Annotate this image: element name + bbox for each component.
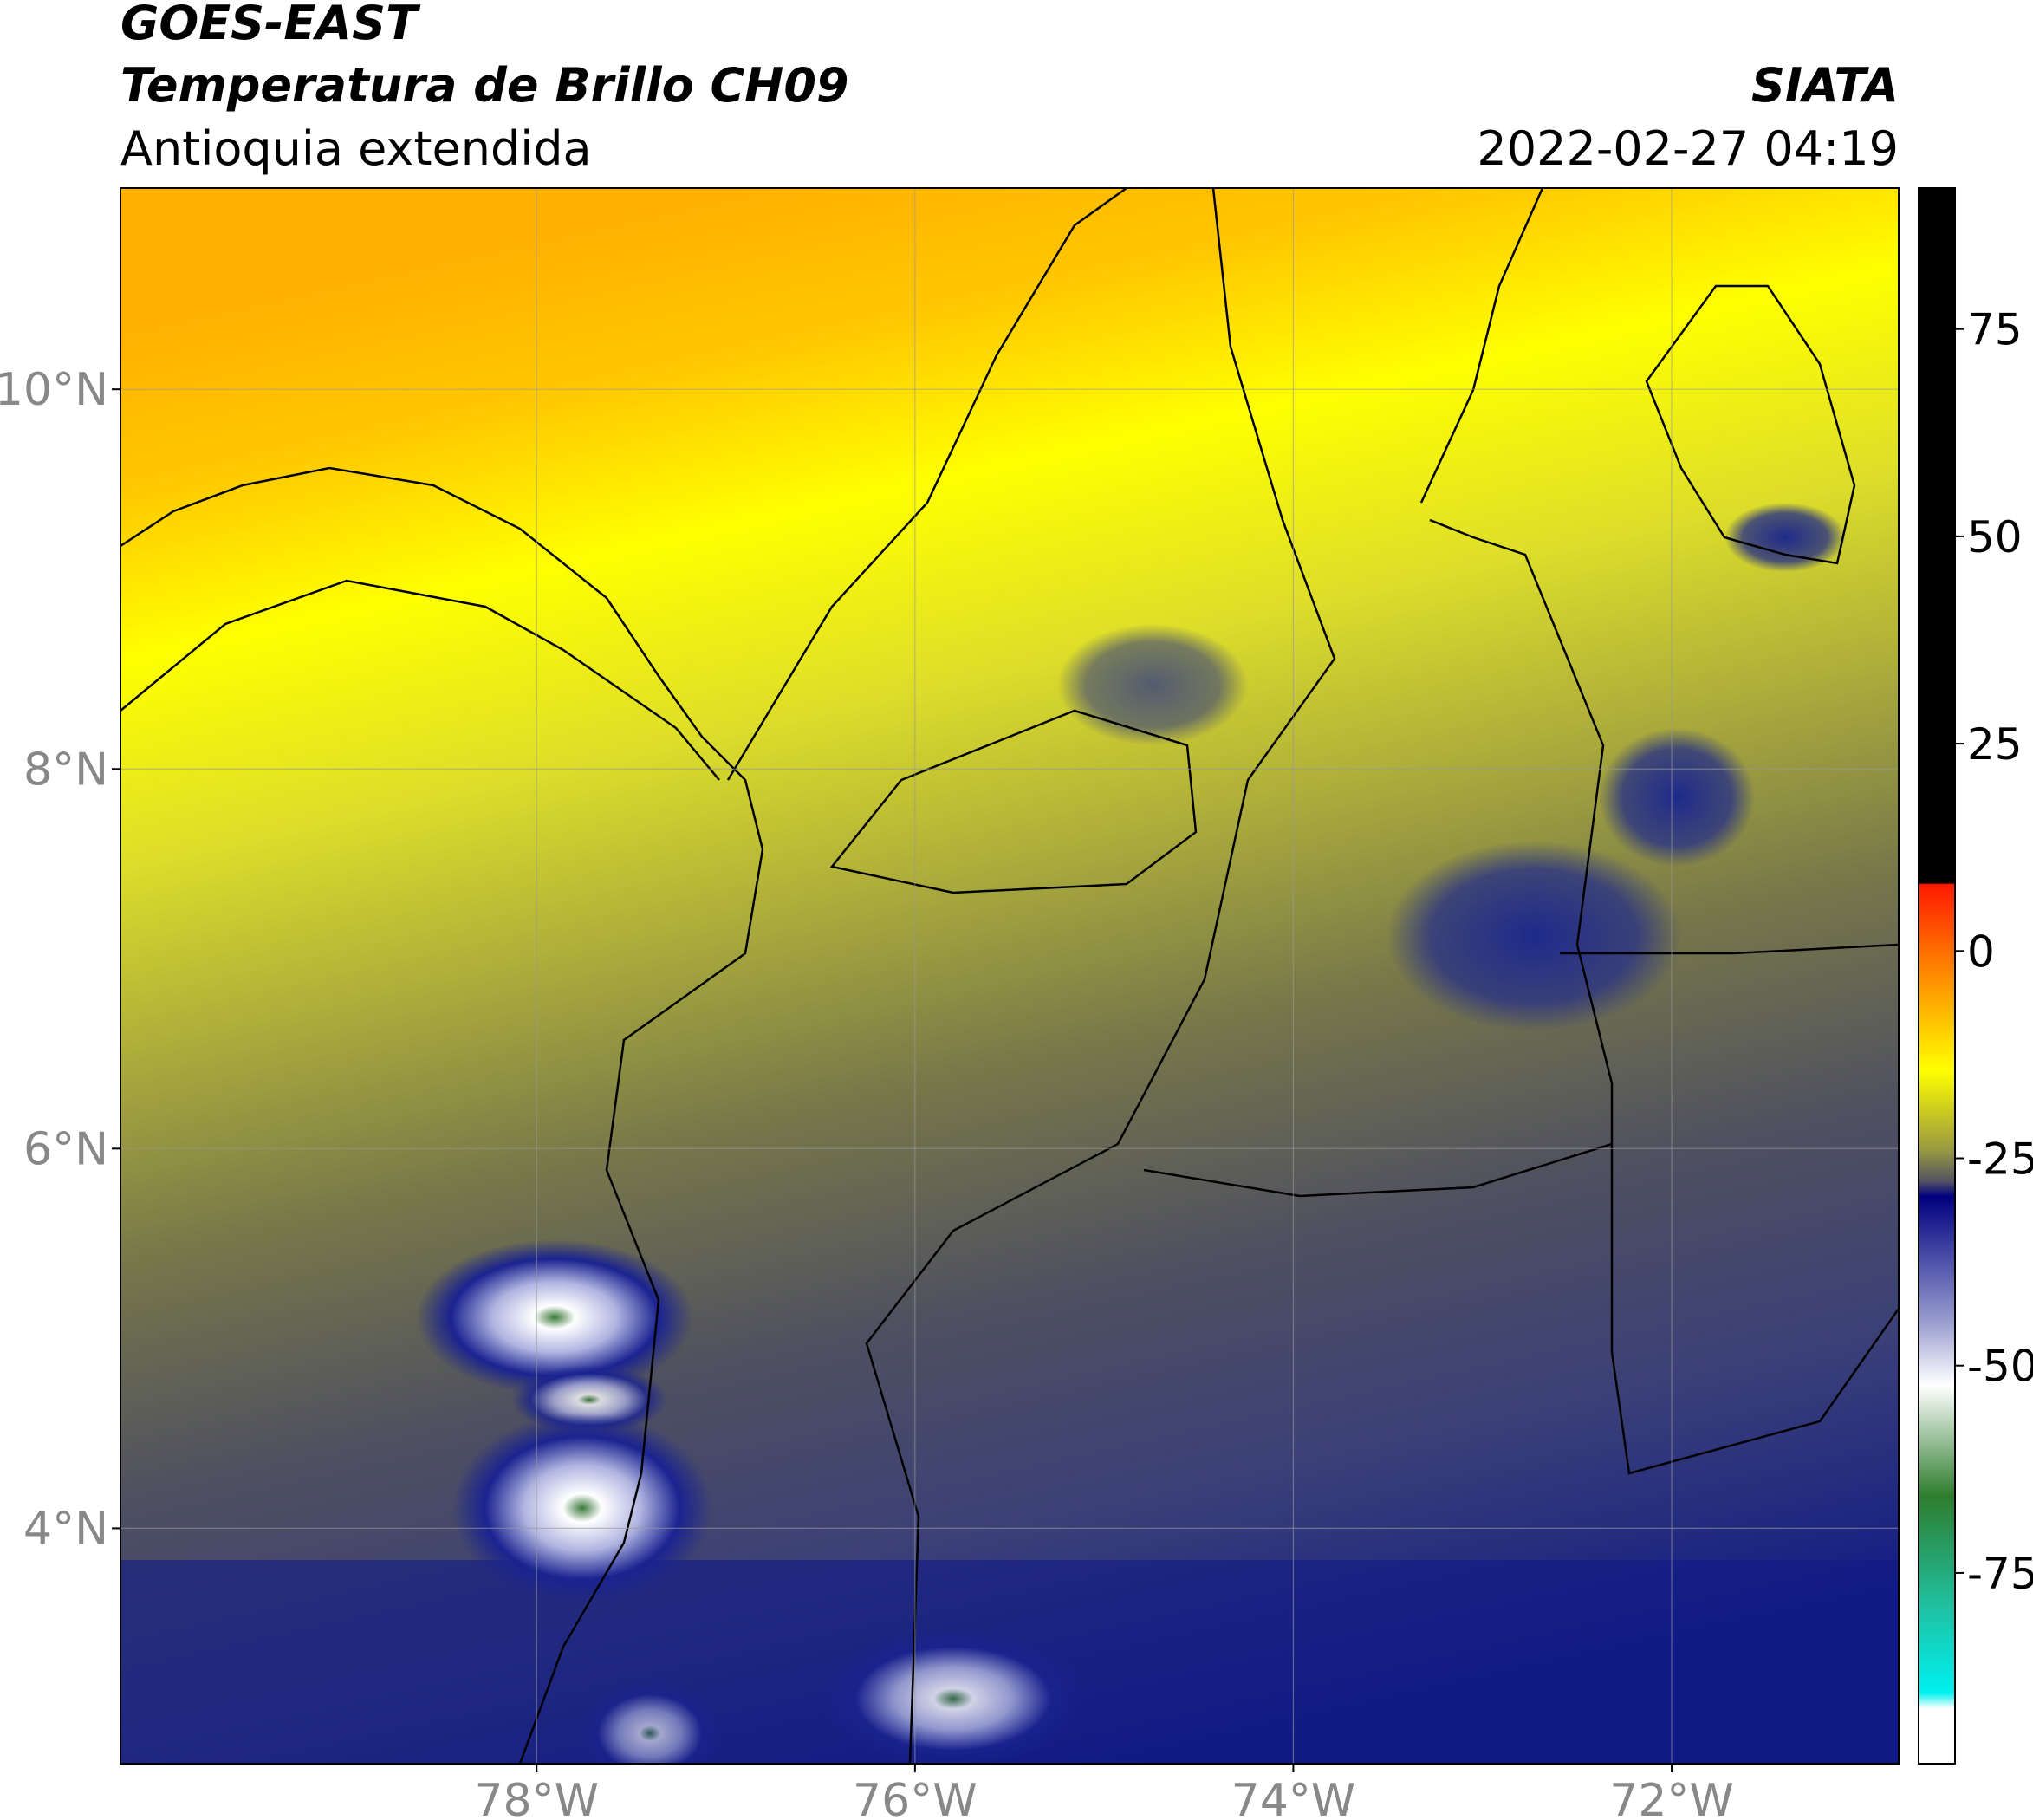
cloud xyxy=(1387,841,1681,1031)
cloud xyxy=(1599,728,1755,867)
y-tick-label: 6°N xyxy=(23,1123,108,1175)
cloud xyxy=(1724,503,1846,572)
cloud xyxy=(581,1681,719,1764)
x-tick-label: 76°W xyxy=(853,1775,978,1820)
cloud xyxy=(823,1629,1083,1764)
subtitle: Temperatura de Brillo CH09 xyxy=(120,58,849,113)
x-tick-label: 74°W xyxy=(1231,1775,1356,1820)
colorbar-tick-label: 50 xyxy=(1967,512,2023,562)
y-tick-label: 10°N xyxy=(0,364,108,416)
grid xyxy=(120,188,1899,1764)
map-frame xyxy=(120,187,1900,1765)
region: Antioquia extendida xyxy=(120,121,592,176)
cloud xyxy=(1057,624,1248,745)
colorbar xyxy=(1918,187,1956,1765)
satellite-image xyxy=(120,188,1899,1764)
cloud xyxy=(452,1413,712,1603)
colorbar-tick-label: 0 xyxy=(1967,926,1995,977)
colorbar-tick-label: 75 xyxy=(1967,305,2023,355)
colorbar-tick-label: -25 xyxy=(1967,1134,2033,1185)
y-tick-label: 4°N xyxy=(23,1503,108,1555)
x-tick-label: 78°W xyxy=(474,1775,599,1820)
cloud xyxy=(416,1239,693,1395)
datetime: 2022-02-27 04:19 xyxy=(1477,121,1899,176)
y-tick-label: 8°N xyxy=(23,744,108,796)
x-tick-label: 72°W xyxy=(1609,1775,1734,1820)
title: GOES-EAST xyxy=(120,0,421,50)
colorbar-tick-label: -75 xyxy=(1967,1549,2033,1599)
colorbar-tick-label: -50 xyxy=(1967,1342,2033,1392)
source: SIATA xyxy=(1751,58,1899,113)
colorbar-tick-label: 25 xyxy=(1967,719,2023,770)
borders xyxy=(120,188,1899,1764)
